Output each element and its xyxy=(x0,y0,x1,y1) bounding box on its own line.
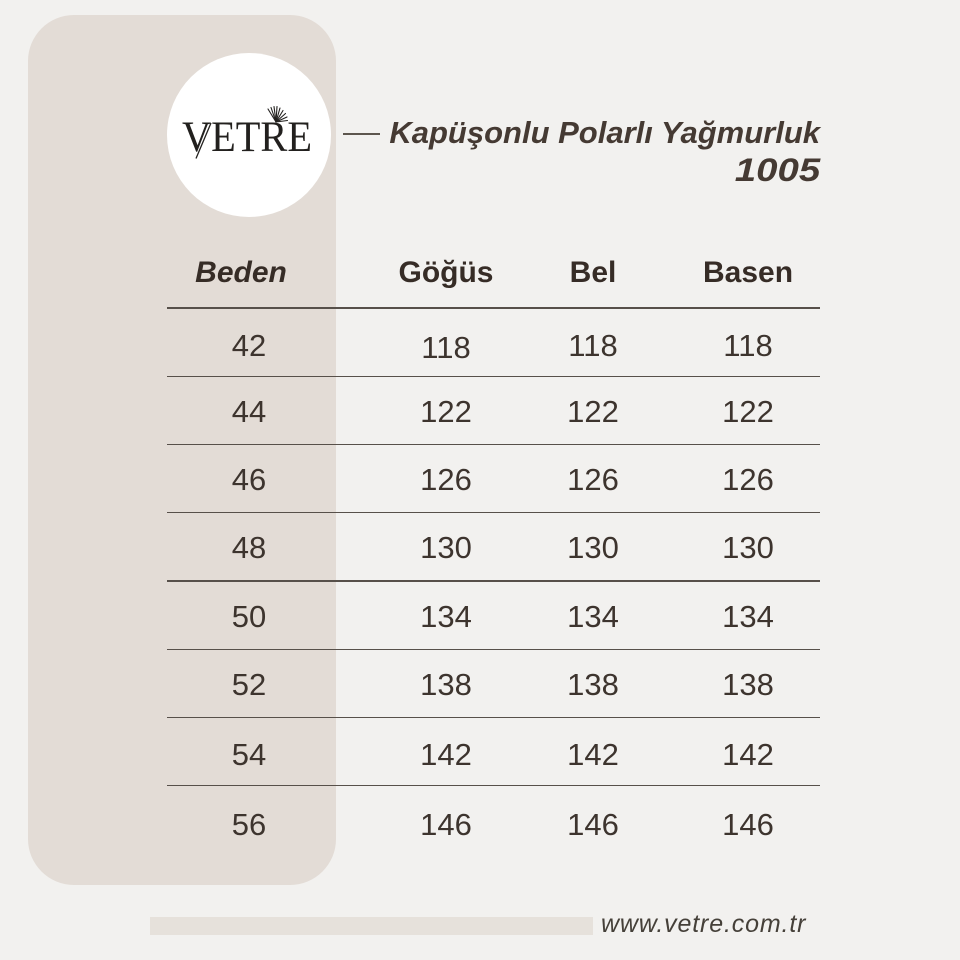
svg-text:VETRE: VETRE xyxy=(182,114,312,161)
